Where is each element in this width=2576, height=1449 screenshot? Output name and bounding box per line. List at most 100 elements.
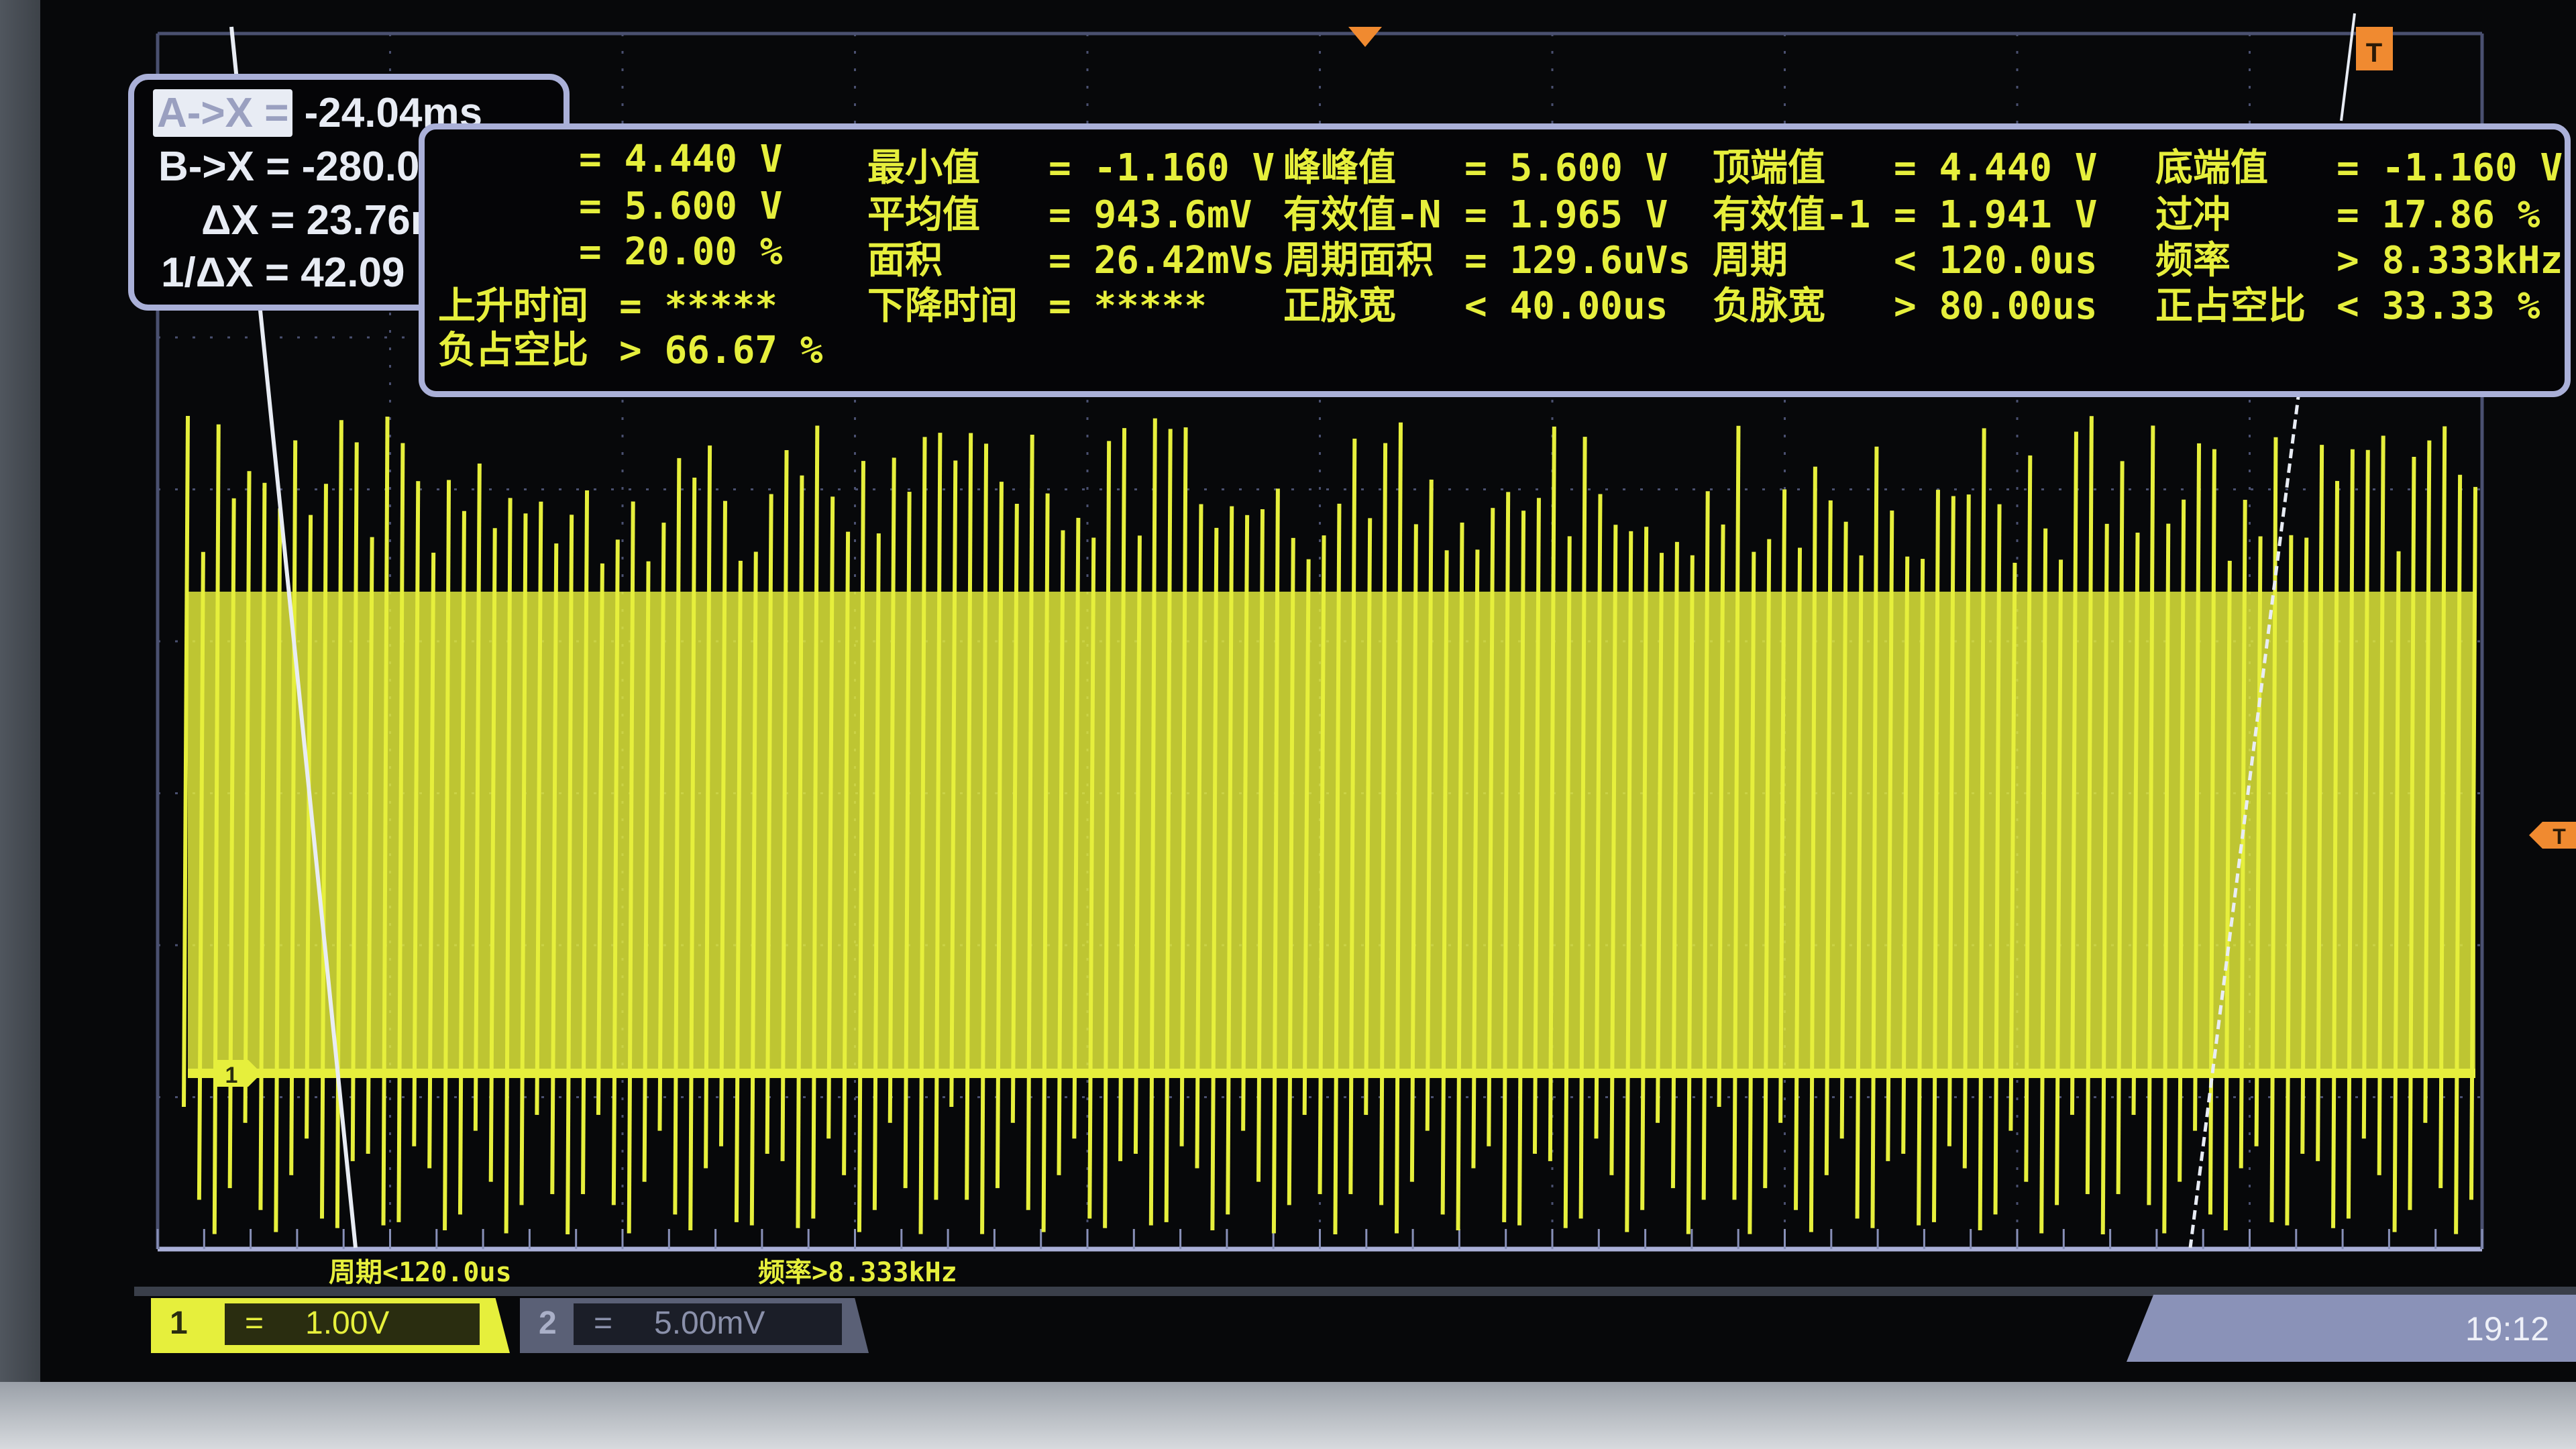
waveform-pulse (734, 560, 743, 1222)
measurement-operator: = (2337, 193, 2359, 237)
measurement-value: 943.6mV (1093, 193, 1252, 237)
waveform-pulse (1901, 556, 1910, 1154)
waveform-pulse (2193, 443, 2202, 1131)
waveform-pulse (1148, 418, 1157, 1226)
waveform-pulse (1348, 438, 1357, 1195)
measurement-value: 5.600 V (624, 184, 783, 228)
waveform-pulse (458, 511, 466, 1215)
waveform-pulse (1471, 549, 1480, 1169)
trigger-position-marker[interactable] (1348, 27, 1382, 47)
waveform-pulse (1855, 555, 1864, 1219)
measurement-value: 129.6uVs (1509, 239, 1691, 282)
waveform-pulse (673, 458, 682, 1215)
waveform-pulse (1640, 527, 1649, 1210)
measurement-label: 顶端值 (1713, 146, 1825, 190)
waveform-pulse (965, 433, 973, 1200)
measurement-label: 峰峰值 (1283, 146, 1396, 190)
measurement-value: 33.33 % (2381, 284, 2540, 328)
waveform-pulse (2269, 437, 2278, 1222)
waveform-pulse (197, 551, 205, 1200)
measurement-operator: = (579, 184, 602, 228)
measurement-operator: < (2337, 284, 2359, 328)
waveform-pulse (1133, 535, 1142, 1154)
status-bar-divider (134, 1287, 2576, 1296)
measurement-operator: = (1894, 193, 1917, 237)
channel1-waveform (182, 415, 2477, 1235)
waveform-pulse (396, 443, 405, 1222)
channel1-ground-marker[interactable]: 1 (213, 1060, 262, 1088)
measurement-label: 负占空比 (438, 329, 588, 372)
cursor-dx-label: ΔX = (201, 197, 295, 244)
measurement-item: 正脉宽 < 40.00us (1283, 276, 1668, 330)
cursor-a-label[interactable]: A->X = (153, 89, 293, 137)
waveform-pulse (627, 501, 635, 1234)
waveform-pulse (1440, 550, 1449, 1215)
waveform-pulse (1670, 541, 1679, 1189)
waveform-pulse (289, 440, 298, 1175)
waveform-pulse (258, 482, 267, 1210)
measurement-operator: = (579, 138, 602, 181)
bottom-period-readout: 周期<120.0us (329, 1257, 512, 1288)
measurement-label: 平均值 (867, 193, 980, 237)
measurement-operator: = (2337, 146, 2359, 190)
measurement-value: 17.86 % (2381, 193, 2540, 237)
trigger-marker[interactable]: T (2356, 27, 2393, 70)
channel2-settings: = 5.00mV (574, 1303, 842, 1345)
waveform-pulse (1164, 429, 1173, 1222)
waveform-pulse (1578, 437, 1587, 1219)
waveform-pulse (274, 508, 282, 1232)
measurement-item: = 5.600 V (579, 184, 782, 228)
waveform-pulse (1839, 521, 1848, 1139)
waveform-envelope (188, 592, 2475, 1073)
measurement-item: 过冲 = 17.86 % (2155, 184, 2540, 239)
trigger-level-marker[interactable]: T (2529, 822, 2576, 849)
waveform-pulse (2223, 560, 2232, 1231)
waveform-pulse (1425, 479, 1434, 1131)
waveform-pulse (1548, 426, 1556, 1161)
waveform-pulse (857, 461, 865, 1232)
measurement-value: 26.42mVs (1093, 239, 1275, 282)
channel2-scale-button[interactable]: 2 = 5.00mV (520, 1298, 869, 1353)
channel1-ground-label: 1 (225, 1063, 238, 1088)
waveform-pulse (1794, 547, 1803, 1210)
waveform-pulse (1763, 539, 1772, 1189)
waveform-pulse (2423, 440, 2432, 1123)
waveform-pulse (1962, 494, 1971, 1169)
measurement-value: 4.440 V (1939, 146, 2098, 190)
waveform-pulse (1532, 498, 1541, 1154)
waveform-pulse (1026, 434, 1034, 1210)
measurement-label: 过冲 (2155, 193, 2231, 237)
measurement-value: ***** (664, 284, 778, 328)
measurement-label: 正脉宽 (1283, 284, 1396, 328)
measurement-item: 最小值 = -1.160 V (867, 138, 1275, 192)
waveform-pulse (243, 471, 252, 1123)
waveform-pulse (2116, 461, 2125, 1195)
waveform-pulse (212, 424, 221, 1234)
measurement-operator: > (2337, 239, 2359, 282)
measurement-value: 20.00 % (624, 230, 783, 274)
waveform-pulse (1226, 506, 1234, 1215)
waveform-pulse (1072, 517, 1081, 1139)
waveform-pulse (657, 523, 666, 1131)
clock: 19:12 (2127, 1295, 2576, 1362)
waveform-pulse (780, 449, 789, 1161)
waveform-pulse (443, 480, 451, 1231)
clock-time: 19:12 (2465, 1310, 2549, 1348)
measurement-item: 下降时间 = ***** (867, 276, 1207, 330)
measurement-label: 负脉宽 (1713, 284, 1825, 328)
measurement-value: 80.00us (1939, 284, 2098, 328)
measurement-item: 正占空比 < 33.33 % (2155, 276, 2540, 330)
channel1-scale-button[interactable]: 1 = 1.00V (151, 1298, 510, 1353)
measurement-label: 最小值 (867, 146, 980, 190)
waveform-pulse (980, 443, 989, 1234)
measurement-operator: = (619, 284, 642, 328)
measurement-operator: < (1464, 284, 1487, 328)
channel2-number: 2 (539, 1305, 557, 1341)
waveform-pulse (1210, 527, 1219, 1231)
measurement-label: 频率 (2155, 239, 2231, 282)
waveform-pulse (1195, 504, 1203, 1169)
waveform-pulse (1686, 555, 1695, 1234)
waveform-pulse (1271, 488, 1280, 1234)
waveform-pulse (305, 515, 313, 1139)
